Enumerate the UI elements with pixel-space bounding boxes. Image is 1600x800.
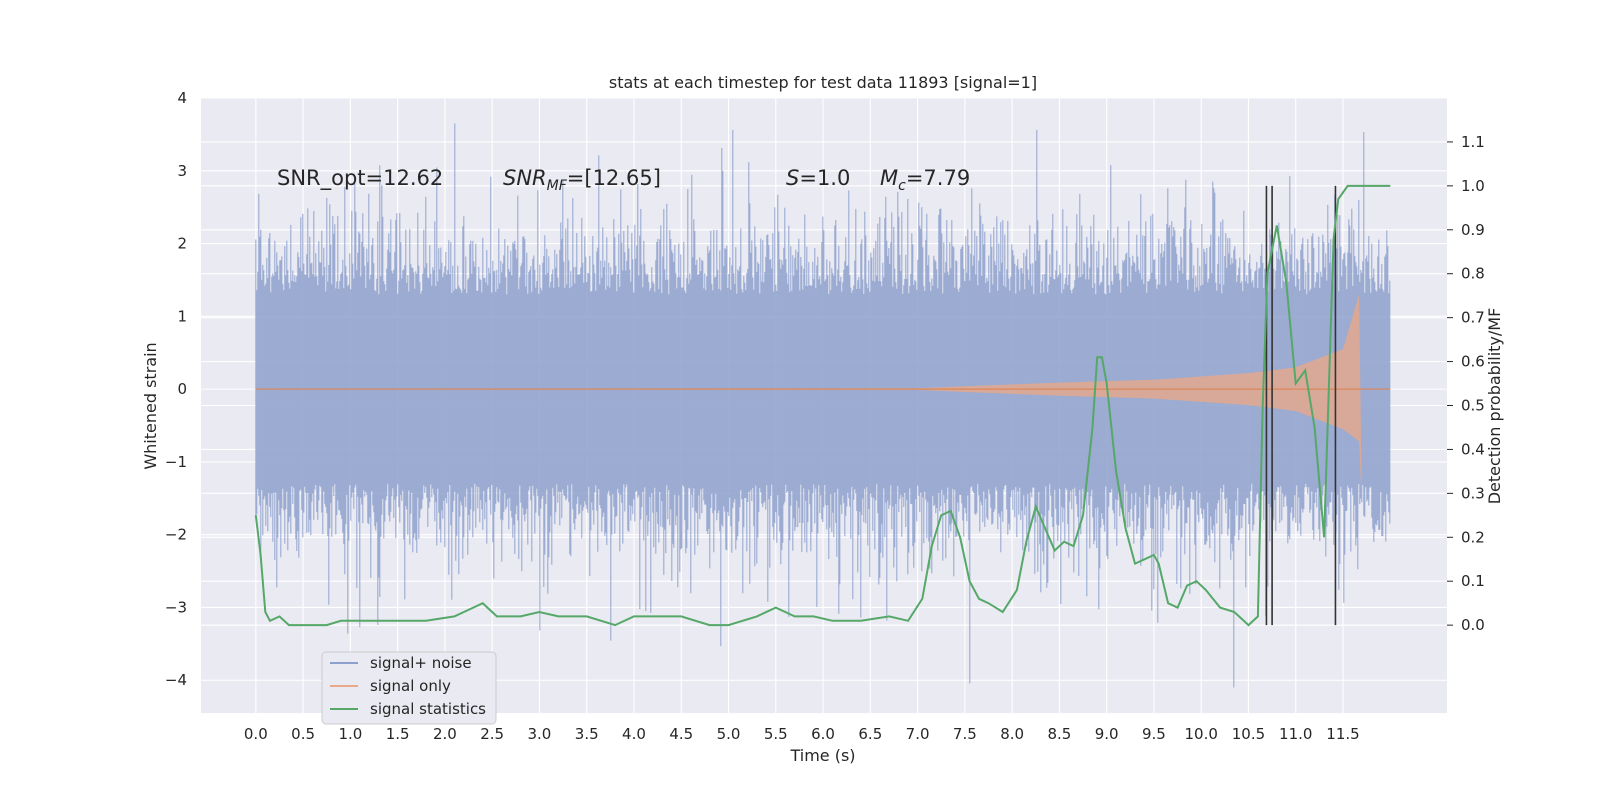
x-axis: 0.0 0.5 1.0 1.5 2.0 2.5 3.0 3.5 4.0 4.5 5.0 5.5 6.0 6… bbox=[244, 725, 1360, 743]
signal-series bbox=[255, 294, 1391, 506]
y-right-tick-label: 0.8 bbox=[1461, 265, 1485, 283]
y-tick-label: −4 bbox=[165, 671, 187, 689]
x-tick-label: 11.5 bbox=[1326, 725, 1359, 743]
x-tick-label: 11.0 bbox=[1279, 725, 1312, 743]
y-axis-right: 0.0 0.1 0.2 0.3 0.4 0.5 0.6 0.7 0.8 0.9 1.0 1.1 bbox=[1447, 133, 1485, 634]
y-tick-label: −3 bbox=[165, 598, 187, 616]
x-tick-label: 1.5 bbox=[386, 725, 410, 743]
x-tick-label: 8.0 bbox=[1000, 725, 1024, 743]
x-tick-label: 6.0 bbox=[811, 725, 835, 743]
x-tick-label: 9.5 bbox=[1142, 725, 1166, 743]
y-right-tick-label: 1.0 bbox=[1461, 177, 1485, 195]
x-tick-label: 0.0 bbox=[244, 725, 268, 743]
y-tick-label: −1 bbox=[165, 453, 187, 471]
x-axis-title: Time (s) bbox=[789, 746, 855, 765]
stat-series bbox=[254, 184, 1391, 627]
x-tick-label: 5.0 bbox=[717, 725, 741, 743]
y-tick-label: 1 bbox=[177, 307, 187, 325]
y-right-tick-label: 0.5 bbox=[1461, 397, 1485, 415]
y-right-tick-label: 1.1 bbox=[1461, 133, 1485, 151]
y-right-tick-label: 0.3 bbox=[1461, 484, 1485, 502]
stat-line bbox=[254, 184, 1391, 627]
vertical-markers bbox=[1265, 185, 1337, 626]
chart-title: stats at each timestep for test data 118… bbox=[609, 73, 1037, 92]
y-right-tick-label: 0.9 bbox=[1461, 221, 1485, 239]
annotation-s: S=1.0 bbox=[786, 166, 850, 190]
y-axis-title: Whitened strain bbox=[141, 342, 160, 469]
y-right-tick-label: 0.0 bbox=[1461, 616, 1485, 634]
y-right-tick-label: 0.7 bbox=[1461, 309, 1485, 327]
x-tick-label: 0.5 bbox=[291, 725, 315, 743]
y-tick-label: 3 bbox=[177, 162, 187, 180]
x-tick-label: 7.0 bbox=[906, 725, 930, 743]
x-tick-label: 2.0 bbox=[433, 725, 457, 743]
y-tick-label: −2 bbox=[165, 526, 187, 544]
x-tick-label: 10.5 bbox=[1232, 725, 1265, 743]
y-tick-label: 4 bbox=[177, 89, 187, 107]
x-tick-label: 3.0 bbox=[528, 725, 552, 743]
x-tick-label: 7.5 bbox=[953, 725, 977, 743]
x-tick-label: 1.0 bbox=[338, 725, 362, 743]
legend-label-signal: signal only bbox=[370, 677, 451, 695]
x-tick-label: 9.0 bbox=[1095, 725, 1119, 743]
y-right-tick-label: 0.6 bbox=[1461, 353, 1485, 371]
x-tick-label: 6.5 bbox=[858, 725, 882, 743]
x-tick-label: 10.0 bbox=[1185, 725, 1218, 743]
annotation-snr-mf: SNRMF=[12.65] bbox=[503, 166, 661, 194]
x-tick-label: 3.5 bbox=[575, 725, 599, 743]
x-tick-label: 4.0 bbox=[622, 725, 646, 743]
y-tick-label: 0 bbox=[177, 380, 187, 398]
legend-label-noise: signal+ noise bbox=[370, 654, 472, 672]
y-right-tick-label: 0.2 bbox=[1461, 528, 1485, 546]
y-right-tick-label: 0.1 bbox=[1461, 572, 1485, 590]
legend-box bbox=[321, 651, 497, 725]
y-axis-right-title: Detection probability/MF bbox=[1485, 308, 1504, 505]
y-tick-label: 2 bbox=[177, 235, 187, 253]
legend-label-stat: signal statistics bbox=[370, 700, 486, 718]
x-tick-label: 5.5 bbox=[764, 725, 788, 743]
x-tick-label: 8.5 bbox=[1047, 725, 1071, 743]
legend: signal+ noise signal only signal statist… bbox=[321, 651, 497, 725]
x-tick-label: 2.5 bbox=[480, 725, 504, 743]
annotation-mc: Mc=7.79 bbox=[880, 166, 970, 194]
x-tick-label: 4.5 bbox=[669, 725, 693, 743]
y-axis-left: −4 −3 −2 −1 0 1 2 3 4 bbox=[165, 89, 187, 689]
annotation-snr-opt: SNR_opt=12.62 bbox=[277, 166, 443, 191]
y-right-tick-label: 0.4 bbox=[1461, 440, 1485, 458]
